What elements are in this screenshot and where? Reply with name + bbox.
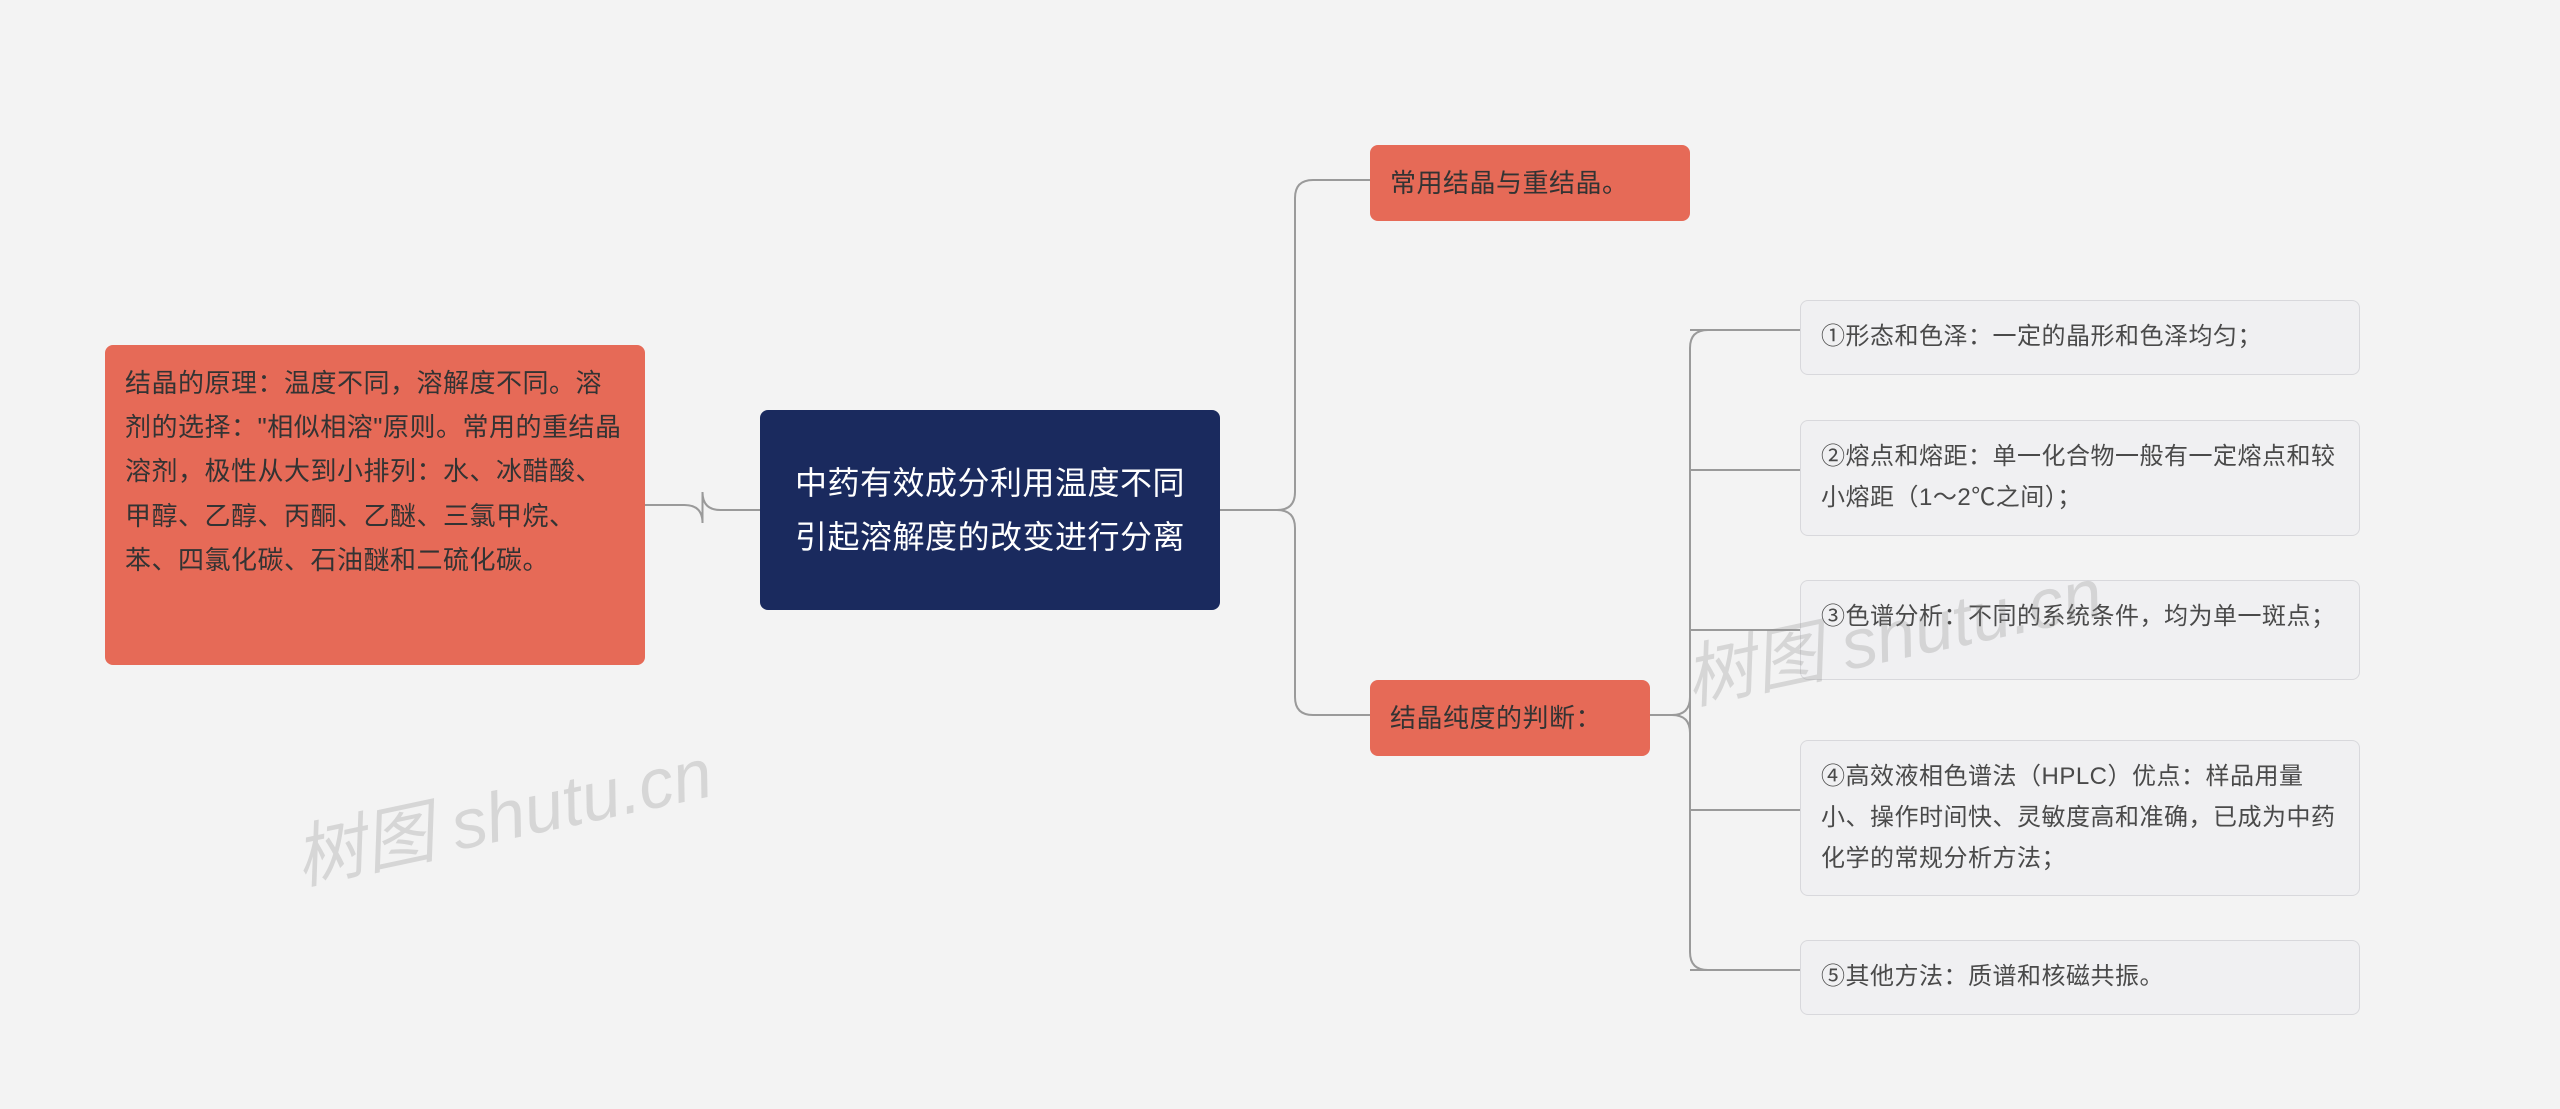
leaf-5-text: ⑤其他方法：质谱和核磁共振。 [1821,963,2164,990]
branch-purity: 结晶纯度的判断： [1370,680,1650,756]
branch-2-text: 结晶纯度的判断： [1390,703,1602,733]
leaf-2-text: ②熔点和熔距：单一化合物一般有一定熔点和较小熔距（1～2℃之间）； [1821,443,2336,511]
left-node: 结晶的原理：温度不同，溶解度不同。溶剂的选择："相似相溶"原则。常用的重结晶溶剂… [105,345,645,665]
branch-1-text: 常用结晶与重结晶。 [1390,168,1629,198]
leaf-shape-color: ①形态和色泽：一定的晶形和色泽均匀； [1800,300,2360,375]
left-text: 结晶的原理：温度不同，溶解度不同。溶剂的选择："相似相溶"原则。常用的重结晶溶剂… [125,368,621,575]
leaf-melting-point: ②熔点和熔距：单一化合物一般有一定熔点和较小熔距（1～2℃之间）； [1800,420,2360,536]
leaf-4-text: ④高效液相色谱法（HPLC）优点：样品用量小、操作时间快、灵敏度高和准确，已成为… [1821,763,2336,872]
leaf-chromatography: ③色谱分析：不同的系统条件，均为单一斑点； [1800,580,2360,680]
leaf-other-methods: ⑤其他方法：质谱和核磁共振。 [1800,940,2360,1015]
leaf-hplc: ④高效液相色谱法（HPLC）优点：样品用量小、操作时间快、灵敏度高和准确，已成为… [1800,740,2360,896]
leaf-1-text: ①形态和色泽：一定的晶形和色泽均匀； [1821,323,2262,350]
leaf-3-text: ③色谱分析：不同的系统条件，均为单一斑点； [1821,603,2336,630]
root-node: 中药有效成分利用温度不同引起溶解度的改变进行分离 [760,410,1220,610]
branch-crystallization: 常用结晶与重结晶。 [1370,145,1690,221]
root-text: 中药有效成分利用温度不同引起溶解度的改变进行分离 [780,456,1200,565]
watermark: 树图 shutu.cn [284,717,720,904]
